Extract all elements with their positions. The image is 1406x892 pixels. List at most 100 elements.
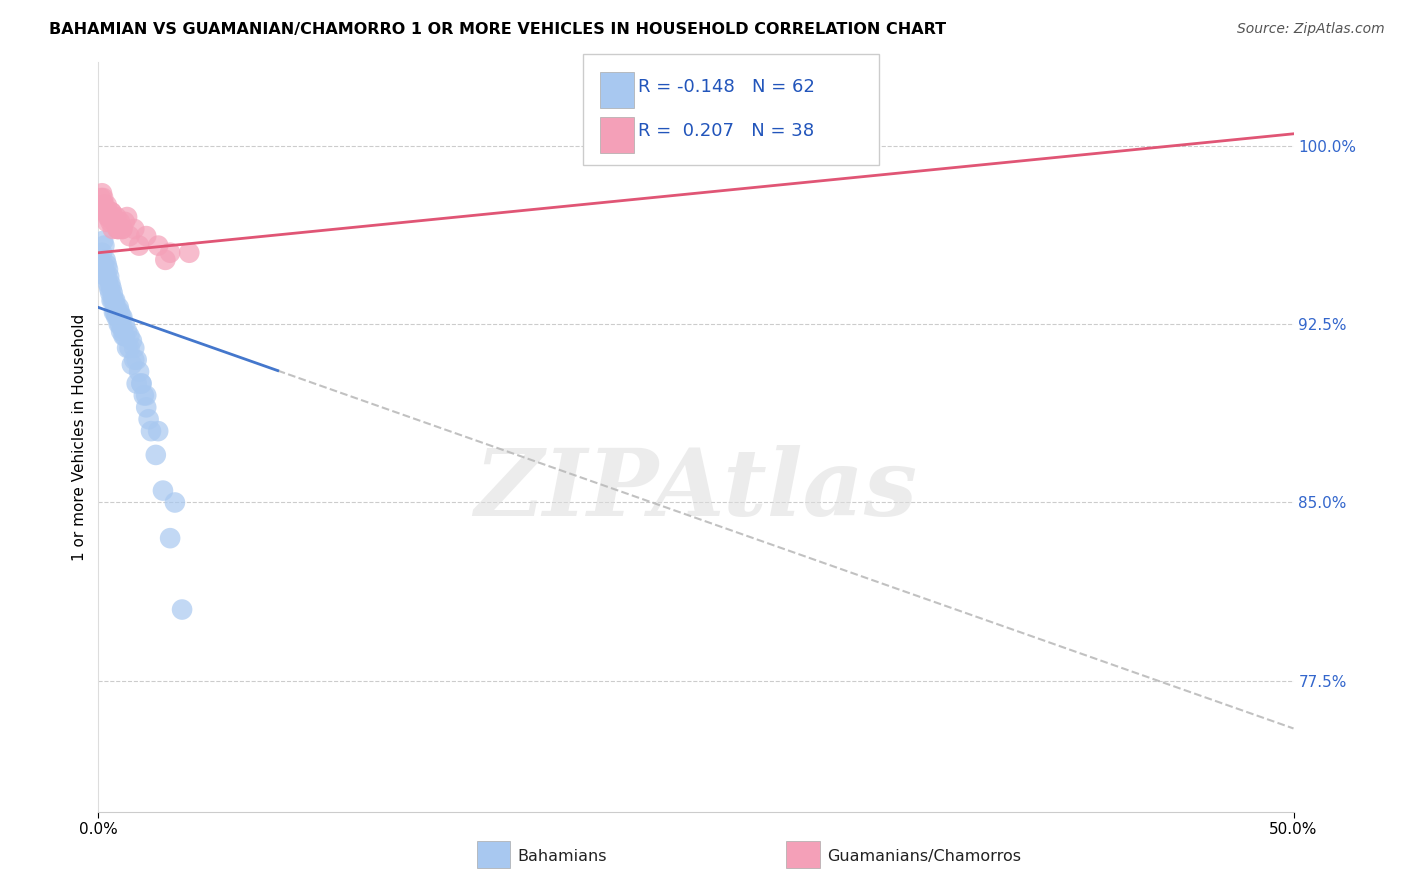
Point (101, 293, 124, 308)
Point (104, 293, 127, 308)
Point (131, 376, 153, 391)
Point (97, 205, 120, 219)
Point (94, 269, 117, 284)
Point (118, 341, 141, 355)
Point (98, 281, 121, 295)
Point (96, 198, 118, 212)
Point (111, 222, 134, 236)
Point (118, 329, 141, 343)
Point (172, 602, 194, 616)
Point (115, 341, 138, 355)
Point (100, 293, 122, 308)
Point (132, 388, 155, 402)
Point (107, 222, 129, 236)
Point (114, 329, 136, 343)
Point (135, 401, 157, 415)
Point (90, 191, 112, 205)
Point (108, 317, 131, 331)
Point (91, 234, 114, 248)
Point (105, 210, 128, 224)
Point (111, 322, 134, 336)
Point (94, 252, 117, 267)
Point (104, 305, 127, 319)
Point (135, 229, 157, 244)
Point (111, 222, 134, 236)
Point (94, 205, 117, 219)
Point (100, 205, 122, 219)
Point (103, 305, 125, 319)
Point (101, 222, 124, 236)
Point (131, 376, 153, 391)
Point (110, 310, 132, 324)
Point (124, 341, 146, 355)
Text: R = -0.148   N = 62: R = -0.148 N = 62 (638, 78, 815, 95)
Point (159, 245, 181, 260)
Point (115, 324, 138, 338)
Point (101, 210, 124, 224)
Point (98, 277, 122, 291)
Point (101, 286, 124, 301)
Point (110, 324, 132, 338)
Point (108, 215, 131, 229)
Point (138, 412, 160, 426)
Point (125, 376, 148, 391)
Text: Guamanians/Chamorros: Guamanians/Chamorros (827, 849, 1021, 863)
Point (96, 258, 118, 272)
Point (100, 205, 122, 219)
Text: R =  0.207   N = 38: R = 0.207 N = 38 (638, 122, 814, 140)
Point (135, 388, 157, 402)
Point (145, 448, 167, 462)
Point (105, 301, 128, 315)
Text: Bahamians: Bahamians (517, 849, 607, 863)
Point (155, 252, 177, 267)
Point (121, 334, 143, 348)
Point (107, 305, 129, 319)
Point (148, 238, 170, 252)
Point (98, 210, 121, 224)
Point (98, 215, 122, 229)
Point (96, 269, 118, 284)
Text: Source: ZipAtlas.com: Source: ZipAtlas.com (1237, 22, 1385, 37)
Point (97, 262, 120, 277)
Point (115, 210, 138, 224)
Point (118, 229, 141, 244)
Point (98, 210, 122, 224)
Point (93, 262, 115, 277)
Point (103, 293, 125, 308)
Point (148, 424, 170, 438)
Point (124, 222, 146, 236)
Point (114, 215, 136, 229)
Point (100, 281, 122, 295)
Point (121, 358, 143, 372)
Point (91, 186, 114, 201)
Point (91, 245, 114, 260)
Point (108, 305, 131, 319)
Point (103, 215, 125, 229)
Text: ZIPAtlas: ZIPAtlas (474, 444, 918, 534)
Point (97, 277, 120, 291)
Point (107, 222, 129, 236)
Point (152, 483, 174, 498)
Point (93, 238, 115, 252)
Point (124, 352, 146, 367)
Point (107, 317, 129, 331)
Point (104, 215, 127, 229)
Y-axis label: 1 or more Vehicles in Household: 1 or more Vehicles in Household (72, 313, 87, 561)
Point (91, 191, 114, 205)
Point (111, 310, 134, 324)
Text: BAHAMIAN VS GUAMANIAN/CHAMORRO 1 OR MORE VEHICLES IN HOUSEHOLD CORRELATION CHART: BAHAMIAN VS GUAMANIAN/CHAMORRO 1 OR MORE… (49, 22, 946, 37)
Point (91, 258, 114, 272)
Point (93, 198, 115, 212)
Point (91, 198, 114, 212)
Point (105, 310, 128, 324)
Point (107, 310, 129, 324)
Point (128, 365, 150, 379)
Point (104, 215, 127, 229)
Point (114, 317, 136, 331)
Point (107, 301, 129, 315)
Point (98, 286, 122, 301)
Point (107, 222, 129, 236)
Point (125, 352, 148, 367)
Point (163, 495, 186, 509)
Point (94, 205, 117, 219)
